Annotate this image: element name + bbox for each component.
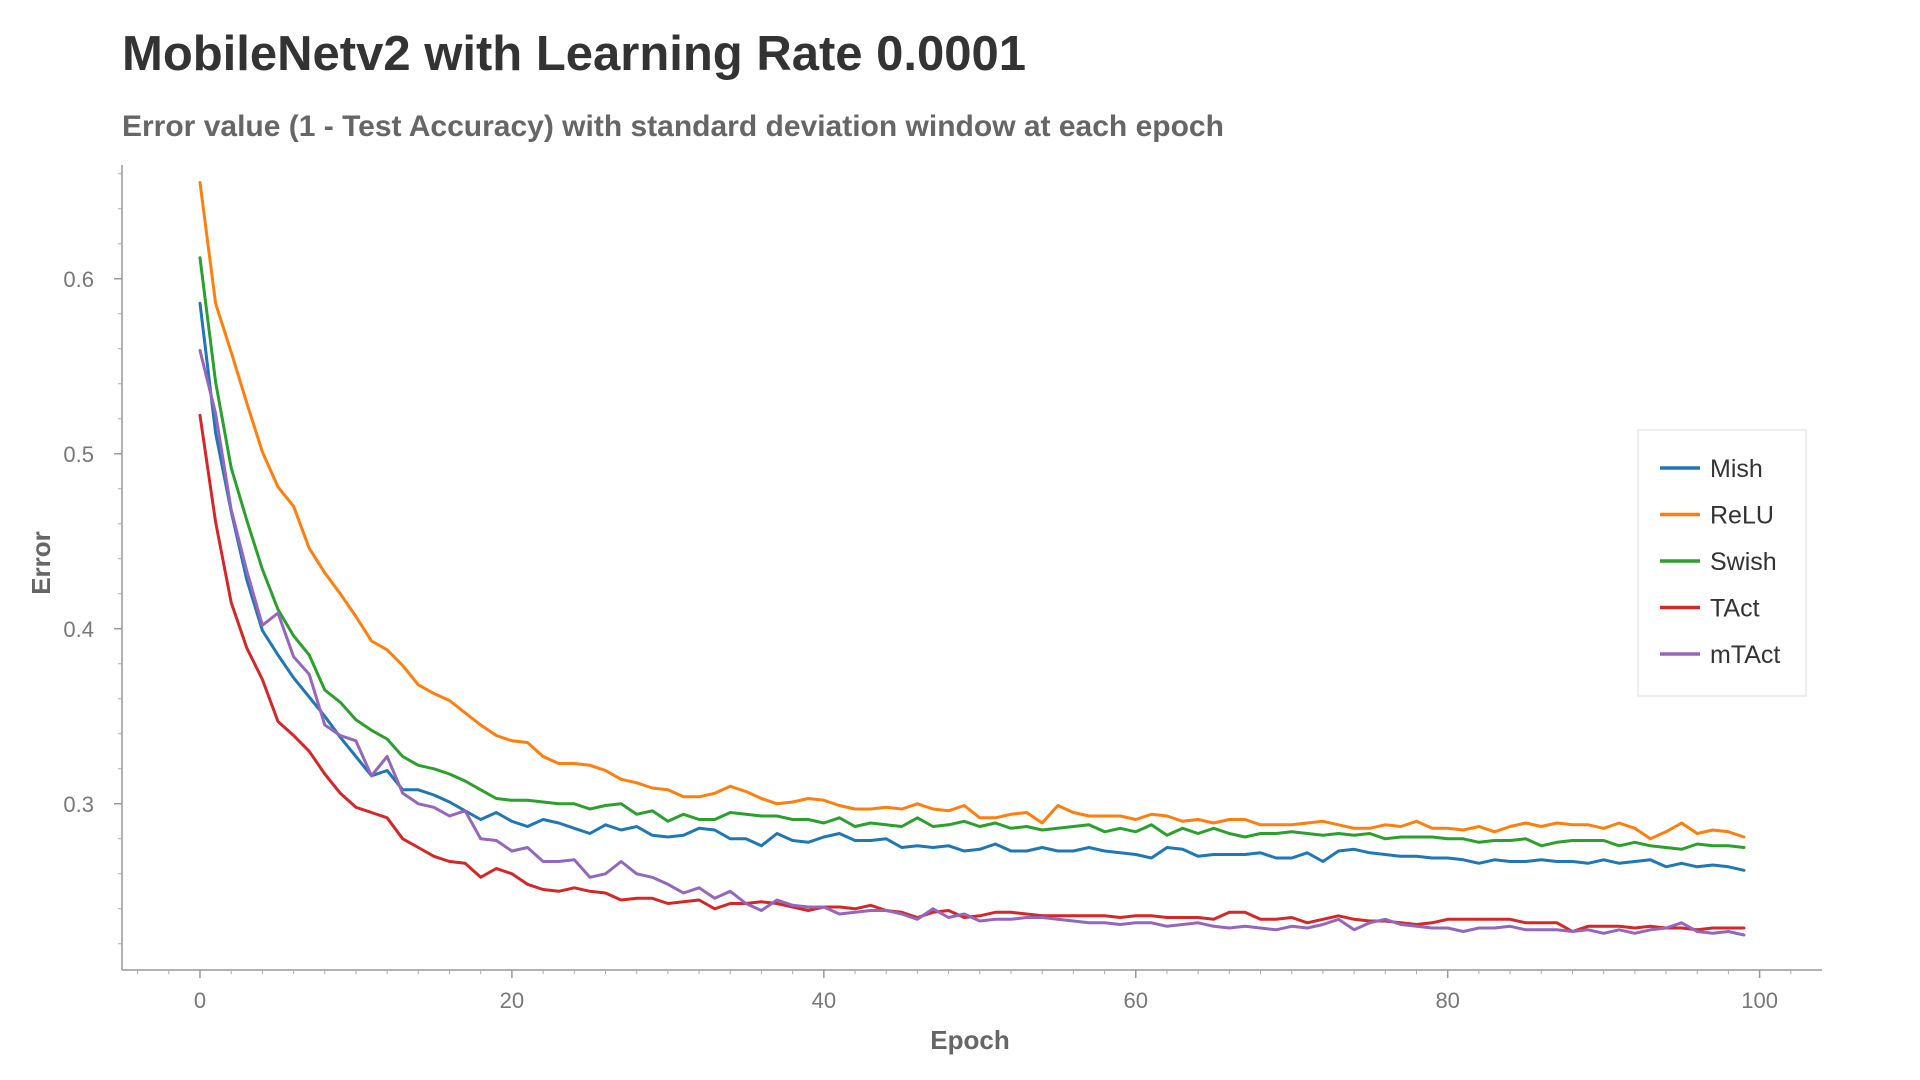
legend-label: Mish [1710,455,1763,483]
x-axis-ticks: 0 20 40 60 80 100 [137,970,1792,1013]
legend-item: TAct [1660,595,1760,623]
series-line-mtact [198,349,1746,937]
legend: Mish ReLU Swish TAct mTAct [1637,429,1807,697]
legend-item: ReLU [1660,502,1774,530]
legend-label: ReLU [1710,502,1774,530]
series-line-relu [198,181,1746,841]
x-tick-label: 20 [500,988,524,1013]
legend-label: mTAct [1710,641,1780,669]
legend-item: mTAct [1660,641,1780,669]
x-axis-label: Epoch [930,1025,1009,1055]
y-tick-label: 0.5 [63,442,94,467]
legend-items: Mish ReLU Swish TAct mTAct [1660,455,1780,669]
legend-box [1637,429,1807,697]
chart-title: MobileNetv2 with Learning Rate 0.0001 [122,27,1027,81]
series-line-mish [198,301,1746,872]
legend-label: TAct [1710,595,1760,623]
x-tick-label: 100 [1741,988,1778,1013]
legend-label: Swish [1710,548,1777,576]
chart-axes: 0 20 40 60 80 100 0.3 0.4 0.5 0.6 [63,165,1822,1013]
y-tick-label: 0.3 [63,792,94,817]
legend-item: Swish [1660,548,1777,576]
y-tick-label: 0.6 [63,267,94,292]
y-axis-ticks: 0.3 0.4 0.5 0.6 [63,173,122,945]
x-tick-label: 60 [1124,988,1148,1013]
y-tick-label: 0.4 [63,617,94,642]
series-lines [198,181,1746,937]
x-tick-label: 80 [1435,988,1459,1013]
x-tick-label: 0 [194,988,206,1013]
y-axis-label: Error [26,531,56,595]
series-line-tact [198,413,1746,933]
chart-subtitle: Error value (1 - Test Accuracy) with sta… [122,110,1224,143]
legend-item: Mish [1660,455,1763,483]
x-tick-label: 40 [812,988,836,1013]
series-line-swish [198,256,1746,851]
